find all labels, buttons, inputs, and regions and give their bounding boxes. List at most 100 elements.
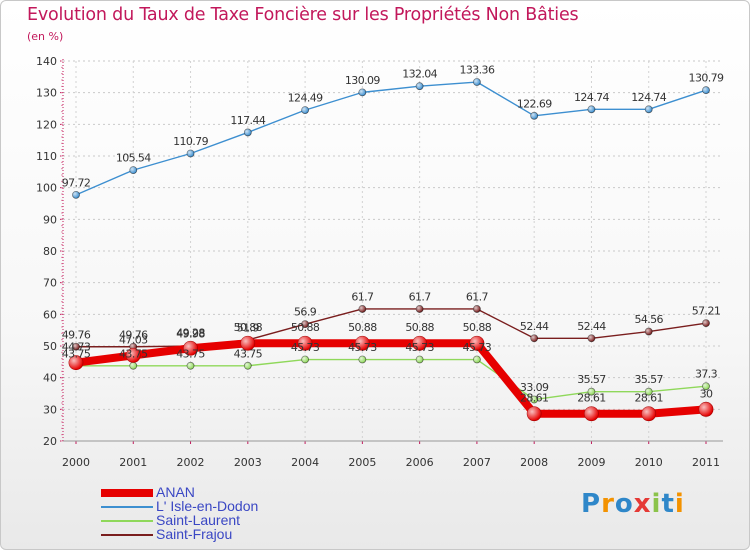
data-label: 28.61: [520, 392, 549, 405]
series-line-anan: [72, 339, 710, 418]
y-tick-label: 130: [36, 87, 57, 100]
legend-swatch: [101, 520, 153, 522]
logo-letter: r: [601, 489, 615, 519]
y-tick-label: 70: [43, 277, 57, 290]
data-point-highlight: [183, 341, 198, 356]
data-label: 124.49: [288, 92, 323, 105]
data-point-highlight: [240, 336, 255, 351]
series-line-l-isle-en-dodon: [75, 81, 707, 196]
data-label: 50.88: [405, 321, 434, 334]
x-tick-label: 2004: [291, 456, 319, 469]
data-points: [68, 78, 714, 422]
data-label: 54.56: [634, 313, 663, 326]
data-point-highlight: [129, 362, 137, 370]
data-point-highlight: [72, 343, 80, 351]
x-tick-label: 2008: [520, 456, 548, 469]
data-label: 45.73: [291, 341, 320, 354]
data-point-highlight: [416, 356, 424, 364]
data-point-highlight: [187, 362, 195, 370]
unit-label: (en %): [27, 30, 64, 43]
data-label: 35.57: [634, 373, 663, 386]
data-point-highlight: [469, 336, 484, 351]
x-tick-label: 2011: [692, 456, 720, 469]
data-label: 43.75: [176, 347, 205, 360]
data-label: 133.36: [459, 64, 494, 77]
legend-swatch: [101, 489, 153, 497]
logo-letter: x: [633, 489, 652, 519]
y-tick-label: 20: [43, 435, 57, 448]
data-point-highlight: [187, 149, 195, 157]
data-label: 105.54: [116, 152, 151, 165]
data-point-highlight: [355, 336, 370, 351]
data-point-highlight: [416, 305, 424, 313]
data-label: 49.28: [176, 326, 205, 339]
data-label: 110.79: [173, 135, 208, 148]
data-label: 61.7: [409, 290, 432, 303]
data-label: 43.75: [62, 347, 91, 360]
data-label: 49.98: [176, 328, 205, 341]
axes: 20 30 40 50 60 70 80 90 100 110 120 130 140 2000 2001 2…: [36, 55, 723, 469]
data-label: 132.04: [402, 68, 437, 81]
data-point-highlight: [702, 86, 710, 94]
x-tick-label: 2000: [62, 456, 90, 469]
data-point-highlight: [702, 319, 710, 327]
data-label: 45.73: [463, 341, 492, 354]
logo-letter: i: [651, 489, 662, 519]
data-point-highlight: [645, 105, 653, 113]
data-point-highlight: [358, 356, 366, 364]
data-label: 61.7: [466, 290, 489, 303]
data-labels: 97.72 105.54 110.79 117.44 124.49 130.09 132.0…: [62, 64, 725, 405]
data-label: 43.75: [234, 347, 263, 360]
data-point-highlight: [301, 320, 309, 328]
data-label: 45.73: [405, 341, 434, 354]
x-tick-label: 2010: [635, 456, 663, 469]
y-tick-label: 110: [36, 150, 57, 163]
data-point-highlight: [129, 166, 137, 174]
series-line-saint-laurent: [75, 358, 707, 401]
logo-letter: i: [674, 489, 685, 519]
y-tick-label: 30: [43, 403, 57, 416]
data-point-highlight: [358, 305, 366, 313]
data-label: 51.9: [237, 321, 260, 334]
legend-swatch: [101, 534, 153, 536]
legend-swatch: [101, 506, 153, 508]
data-label: 50.88: [463, 321, 492, 334]
data-point-highlight: [244, 128, 252, 136]
data-point-highlight: [298, 336, 313, 351]
data-label: 45.73: [348, 341, 377, 354]
y-tick-label: 60: [43, 308, 57, 321]
y-tick-label: 140: [36, 55, 57, 68]
data-label: 61.7: [351, 290, 374, 303]
data-label: 130.09: [345, 74, 380, 87]
data-point-highlight: [702, 382, 710, 390]
y-tick-label: 120: [36, 118, 57, 131]
logo-letter: t: [661, 489, 675, 519]
data-point-highlight: [358, 88, 366, 96]
data-label: 57.21: [692, 305, 721, 318]
data-label: 28.61: [634, 392, 663, 405]
data-point-highlight: [587, 334, 595, 342]
data-label: 37.3: [695, 368, 718, 381]
grid: [63, 60, 723, 442]
data-point-highlight: [412, 336, 427, 351]
data-label: 49.76: [62, 328, 91, 341]
legend-label: Saint-Frajou: [156, 526, 233, 542]
data-label: 52.44: [520, 320, 549, 333]
data-point-highlight: [416, 82, 424, 90]
x-tick-label: 2007: [463, 456, 491, 469]
x-tick-label: 2002: [177, 456, 205, 469]
x-tick-label: 2005: [348, 456, 376, 469]
data-point-highlight: [301, 356, 309, 364]
data-point-highlight: [641, 406, 656, 421]
data-label: 33.09: [520, 381, 549, 394]
logo-letter: o: [614, 489, 634, 519]
data-point-highlight: [69, 355, 83, 370]
data-label: 30: [700, 387, 713, 400]
data-label: 49.76: [119, 328, 148, 341]
legend-label: Saint-Laurent: [156, 512, 241, 528]
legend-label: ANAN: [156, 484, 195, 500]
data-label: 43.75: [119, 347, 148, 360]
data-point-highlight: [527, 406, 542, 421]
